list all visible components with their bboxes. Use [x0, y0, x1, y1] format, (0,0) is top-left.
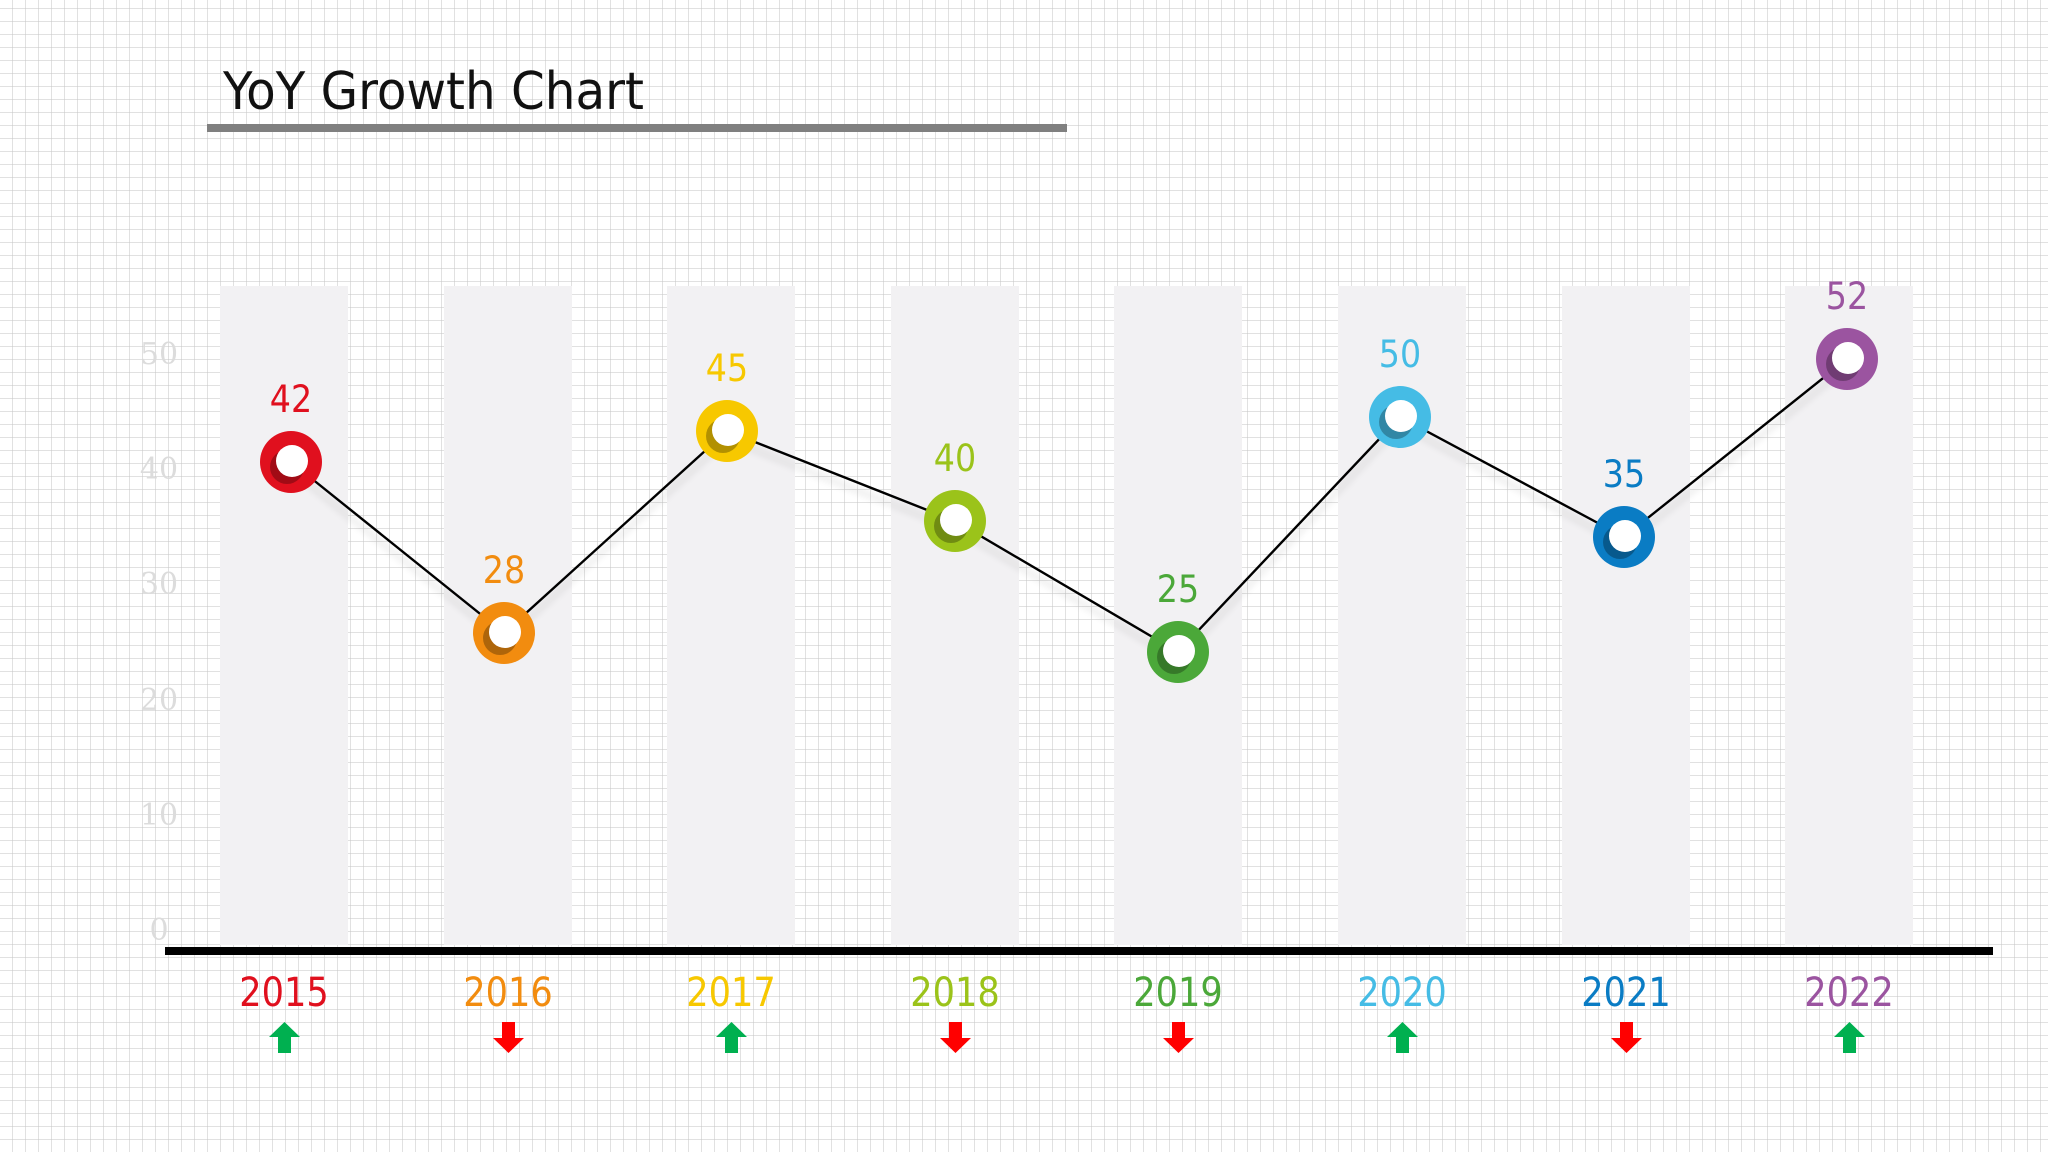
arrow-up-icon [269, 1022, 300, 1053]
value-label: 42 [269, 378, 313, 421]
value-label: 45 [705, 347, 749, 390]
column-band [1561, 286, 1690, 945]
arrow-up-icon [716, 1022, 748, 1053]
x-tick-label-year: 2021 [1580, 970, 1671, 1016]
x-axis-line [165, 947, 1993, 955]
arrow-down-icon [1610, 1022, 1642, 1053]
y-tick-label: 0 [149, 913, 169, 948]
data-point-marker [1147, 621, 1209, 683]
value-label: 25 [1156, 568, 1200, 611]
data-point-marker [924, 490, 986, 552]
column-band [890, 286, 1019, 945]
arrow-down-icon [492, 1022, 524, 1053]
arrow-down-icon [1163, 1022, 1195, 1053]
x-tick-label-year: 2020 [1357, 970, 1447, 1016]
chart-title: YoY Growth Chart [223, 62, 644, 122]
value-label: 40 [933, 437, 977, 480]
column-band [220, 286, 348, 945]
y-tick-label: 30 [139, 567, 179, 603]
data-point-marker [1369, 386, 1431, 448]
title-underline [207, 124, 1067, 132]
y-tick-label: 50 [139, 337, 179, 372]
y-tick-label: 40 [139, 452, 179, 488]
y-tick-label: 20 [139, 682, 179, 718]
x-tick-label-year: 2016 [462, 970, 553, 1016]
column-band [667, 286, 796, 945]
value-label: 52 [1825, 275, 1869, 318]
value-label: 35 [1602, 453, 1646, 496]
x-tick-label-year: 2015 [239, 970, 329, 1016]
value-label: 28 [482, 549, 526, 592]
column-band [1785, 286, 1914, 945]
arrow-up-icon [1834, 1022, 1866, 1053]
arrow-down-icon [939, 1022, 971, 1053]
x-tick-label-year: 2022 [1804, 970, 1894, 1016]
data-point-marker [1816, 328, 1878, 390]
column-band [1114, 286, 1243, 945]
value-label: 50 [1378, 333, 1422, 376]
x-tick-label-year: 2017 [686, 970, 776, 1016]
data-point-marker [260, 431, 322, 493]
data-point-marker [473, 602, 535, 664]
data-point-marker [696, 400, 758, 462]
x-tick-label-year: 2018 [909, 970, 1000, 1016]
data-point-marker [1593, 506, 1655, 568]
y-tick-label: 10 [139, 797, 179, 833]
trend-line [290, 358, 1848, 654]
x-tick-label-year: 2019 [1133, 970, 1224, 1016]
arrow-up-icon [1387, 1022, 1418, 1053]
